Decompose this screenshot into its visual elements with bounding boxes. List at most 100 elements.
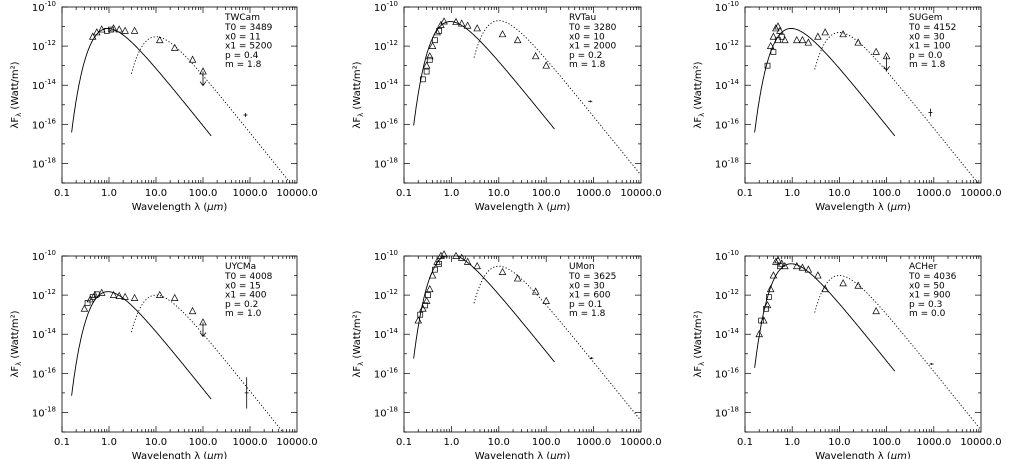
legend-param-x0: x0 = 30: [569, 281, 605, 291]
legend-param-m: m = 1.0: [225, 309, 262, 319]
x-tick-label: 100.0: [189, 188, 218, 199]
obs-triangle-point: [804, 38, 813, 46]
obs-square-point: [93, 291, 100, 298]
legend-param-T0: T0 = 3625: [568, 272, 616, 282]
obs-triangle-point: [457, 19, 466, 27]
y-tick-label: 10-10: [715, 249, 739, 263]
obs-triangle-point: [774, 22, 782, 30]
photosphere-model-line: [754, 28, 896, 137]
obs-square-point: [420, 76, 426, 83]
legend-param-p: p = 0.2: [225, 300, 258, 310]
obs-triangle-point: [463, 257, 472, 265]
x-tick-label: 10.0: [488, 188, 510, 199]
legend-param-x0: x0 = 11: [225, 32, 261, 42]
obs-triangle-point: [804, 265, 813, 273]
sed-panel-UYCMa: 0.1 1.0 10.0 100.0 1000.0 10000.0 10-10 10-12 10…: [10, 249, 318, 459]
y-tick-label: 10-14: [374, 327, 399, 341]
x-tick-label: 10.0: [488, 437, 510, 448]
upper-limit-arrow: [199, 322, 207, 338]
obs-triangle-point: [766, 284, 775, 293]
legend-star-name: ACHer: [909, 262, 938, 272]
sed-panel-SUGem: 0.1 1.0 10.0 100.0 1000.0 10000.0 10-10 10-12 10…: [693, 0, 1002, 213]
y-tick-label: 10-14: [715, 327, 740, 341]
obs-triangle-point: [437, 251, 445, 259]
obs-triangle-point: [457, 253, 466, 261]
y-tick-label: 10-12: [32, 39, 56, 53]
y-axis-label: λFλ (Watt/m²): [10, 61, 23, 128]
legend-param-x0: x0 = 10: [569, 32, 605, 42]
obs-square-point: [770, 49, 777, 55]
x-tick-label: 0.1: [54, 437, 70, 448]
x-tick-label: 10.0: [828, 188, 850, 199]
y-tick-label: 10-16: [715, 366, 740, 380]
photosphere-model-line: [413, 21, 555, 130]
legend-param-x0: x0 = 30: [909, 32, 945, 42]
obs-triangle-point: [821, 28, 829, 36]
obs-triangle-point: [792, 261, 801, 270]
x-tick-label: 1000.0: [233, 188, 268, 199]
y-tick-label: 10-18: [374, 405, 398, 419]
x-tick-label: 10.0: [828, 437, 850, 448]
obs-square-point: [423, 68, 430, 75]
legend-param-x1: x1 = 5200: [225, 42, 272, 52]
legend-param-m: m = 1.8: [569, 60, 606, 70]
obs-triangle-point: [854, 38, 862, 46]
x-tick-label: 1.0: [443, 188, 459, 199]
x-tick-label: 1000.0: [576, 188, 611, 199]
obs-triangle-point: [433, 28, 441, 36]
obs-square-point: [763, 305, 769, 312]
obs-triangle-point: [452, 17, 460, 25]
legend-param-T0: T0 = 4152: [908, 23, 956, 33]
x-tick-label: 1000.0: [916, 437, 951, 448]
x-tick-label: 1.0: [784, 437, 800, 448]
legend-param-m: m = 1.8: [909, 60, 946, 70]
obs-triangle-point: [542, 296, 550, 304]
legend-star-name: SUGem: [909, 13, 943, 23]
x-tick-label: 100.0: [189, 437, 218, 448]
obs-triangle-point: [774, 256, 782, 264]
x-tick-label: 1.0: [443, 437, 459, 448]
y-tick-label: 10-16: [715, 117, 740, 131]
x-tick-label: 0.1: [396, 437, 412, 448]
obs-triangle-point: [170, 43, 179, 51]
legend-param-p: p = 0.0: [909, 51, 943, 61]
y-tick-label: 10-18: [32, 405, 56, 419]
x-tick-label: 10000.0: [276, 437, 317, 448]
legend-param-x0: x0 = 50: [909, 281, 945, 291]
dust-model-line: [130, 294, 284, 432]
obs-triangle-point: [463, 21, 472, 29]
dust-model-line: [814, 31, 979, 183]
obs-triangle-point: [422, 296, 431, 304]
obs-square-point: [436, 28, 442, 34]
obs-triangle-point: [155, 35, 164, 44]
x-axis-label: Wavelength λ (μm): [815, 202, 911, 213]
x-tick-label: 1.0: [784, 188, 800, 199]
y-tick-label: 10-14: [32, 327, 57, 341]
obs-triangle-point: [130, 26, 139, 34]
obs-triangle-point: [109, 290, 118, 298]
y-axis-label: λFλ (Watt/m²): [693, 61, 706, 128]
y-tick-label: 10-12: [374, 39, 398, 53]
obs-triangle-point: [121, 26, 129, 34]
obs-triangle-point: [426, 52, 434, 60]
obs-triangle-point: [419, 304, 427, 312]
axes-frame: [744, 6, 982, 184]
obs-triangle-point: [170, 293, 179, 301]
sed-panel-RVTau: 0.1 1.0 10.0 100.0 1000.0 10000.0 10-10 10-12 10…: [352, 0, 662, 213]
x-tick-label: 100.0: [872, 437, 901, 448]
legend-param-T0: T0 = 4008: [224, 272, 273, 282]
y-tick-label: 10-10: [374, 0, 398, 14]
legend-param-p: p = 0.1: [569, 300, 602, 310]
legend-param-m: m = 1.8: [569, 309, 606, 319]
obs-square-point: [432, 37, 438, 44]
y-tick-label: 10-10: [32, 249, 56, 263]
obs-triangle-point: [781, 35, 789, 44]
x-tick-label: 10000.0: [620, 188, 661, 199]
axes-frame: [403, 255, 642, 433]
obs-triangle-point: [772, 257, 780, 265]
obs-square-point: [425, 292, 431, 298]
obs-square-point: [84, 300, 91, 306]
legend-star-name: UMon: [569, 262, 595, 272]
obs-triangle-point: [792, 35, 801, 44]
legend-param-p: p = 0.4: [225, 51, 259, 61]
